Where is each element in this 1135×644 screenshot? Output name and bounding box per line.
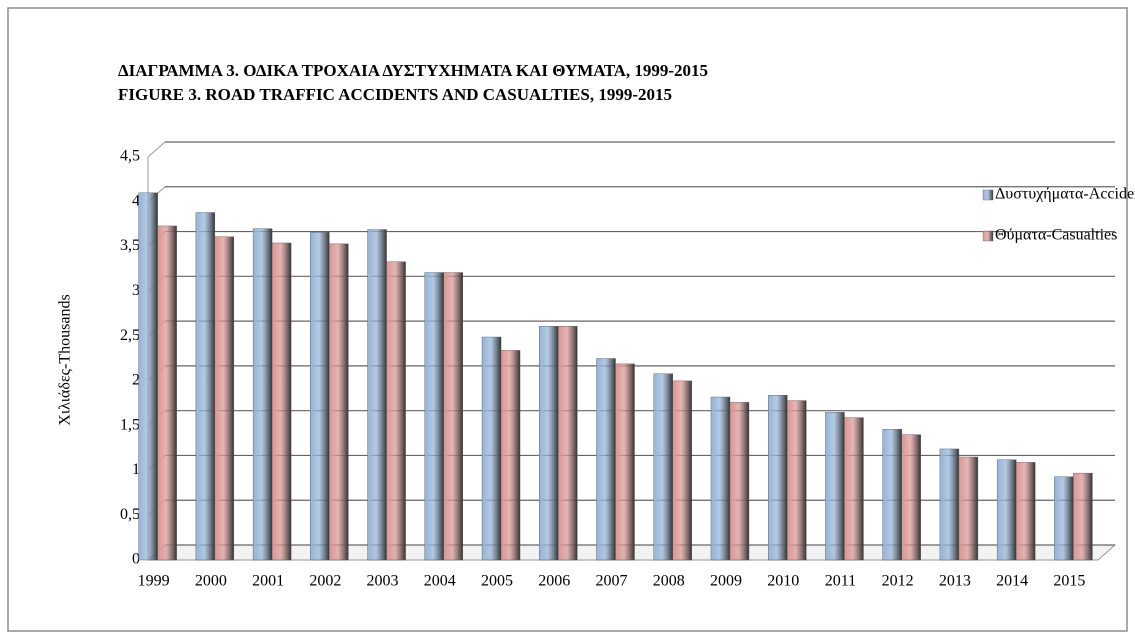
bar: [901, 434, 921, 561]
bar: [214, 236, 235, 561]
y-tick-label: 1: [132, 461, 140, 478]
bar: [443, 272, 463, 561]
y-tick-label: 0: [132, 551, 140, 568]
bar: [939, 448, 960, 561]
bar: [558, 326, 578, 561]
bar: [138, 192, 158, 561]
bar: [195, 212, 216, 561]
bar: [386, 261, 406, 561]
bar: [1054, 476, 1074, 561]
legend-label: Θύματα-Casualties: [995, 227, 1117, 244]
x-tick-label: 2013: [939, 573, 971, 590]
bar: [539, 326, 559, 561]
x-tick-label: 2002: [309, 573, 341, 590]
bar: [844, 417, 864, 561]
legend-label: Δυστυχήματα-Accidents: [995, 186, 1135, 203]
x-tick-label: 2010: [767, 573, 799, 590]
y-tick-label: 4,5: [120, 148, 140, 165]
y-tick-label: 3: [132, 282, 140, 299]
chart-title: ΔΙΑΓΡΑΜΜΑ 3. ΟΔΙΚΑ ΤΡΟΧΑΙΑ ΔΥΣΤΥΧΗΜΑΤΑ Κ…: [118, 61, 708, 80]
bar: [1073, 472, 1093, 561]
bar: [787, 400, 807, 561]
bar: [424, 272, 444, 561]
x-tick-label: 2012: [882, 573, 914, 590]
bar: [367, 229, 387, 561]
bar: [500, 350, 521, 561]
x-tick-label: 2006: [538, 573, 570, 590]
legend-swatch: [982, 189, 994, 201]
x-tick-label: 2005: [481, 573, 513, 590]
x-tick-label: 2008: [653, 573, 685, 590]
y-tick-label: 2,5: [120, 327, 140, 344]
bar: [596, 358, 616, 561]
bar: [653, 373, 673, 561]
bar: [615, 363, 635, 561]
bar: [825, 412, 845, 561]
x-tick-label: 2014: [996, 573, 1028, 590]
x-tick-label: 2007: [596, 573, 628, 590]
x-tick-label: 2009: [710, 573, 742, 590]
bar: [729, 402, 750, 561]
bar: [710, 396, 731, 561]
chart-subtitle: FIGURE 3. ROAD TRAFFIC ACCIDENTS AND CAS…: [118, 85, 672, 104]
y-tick-label: 1,5: [120, 416, 140, 433]
bar: [329, 243, 349, 561]
x-tick-label: 2004: [424, 573, 456, 590]
x-tick-label: 1999: [138, 573, 170, 590]
x-tick-label: 2003: [367, 573, 399, 590]
bar: [768, 395, 788, 561]
x-tick-label: 2011: [825, 573, 856, 590]
bar: [271, 242, 292, 561]
y-tick-label: 4: [132, 192, 140, 209]
y-axis-label: Χιλιάδες-Thousands: [57, 294, 74, 425]
x-tick-label: 2015: [1053, 573, 1085, 590]
tick-mark: [147, 141, 166, 158]
bar: [252, 228, 273, 561]
x-tick-label: 2000: [195, 573, 227, 590]
y-tick-label: 3,5: [120, 237, 140, 254]
legend-swatch: [982, 230, 994, 242]
y-tick-label: 2: [132, 372, 140, 389]
bar: [672, 380, 692, 561]
x-tick-label: 2001: [252, 573, 284, 590]
bar: [481, 336, 502, 561]
bar: [157, 225, 177, 561]
bar: [996, 459, 1017, 561]
bar: [882, 429, 902, 561]
bar: [1015, 462, 1036, 561]
bar: [958, 456, 979, 561]
y-tick-label: 0,5: [120, 506, 140, 523]
bar: [310, 232, 330, 561]
